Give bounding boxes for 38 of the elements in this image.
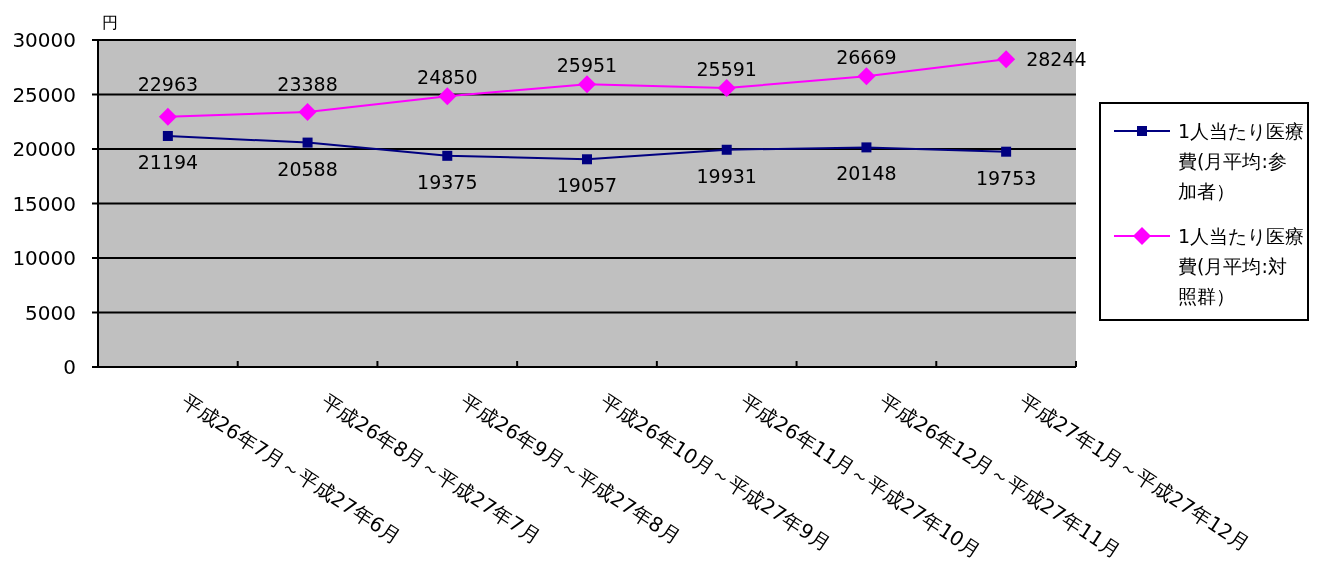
point (162, 130, 173, 141)
data-label: 23388 (277, 72, 338, 95)
data-label: 21194 (137, 150, 199, 173)
data-label: 19375 (417, 170, 478, 193)
y-tick-label: 20000 (12, 137, 76, 161)
point (582, 154, 592, 165)
point (158, 107, 177, 126)
data-label: 19931 (696, 164, 757, 187)
y-tick-label: 10000 (12, 246, 76, 270)
y-tick-label: 15000 (12, 191, 76, 216)
point (298, 103, 317, 122)
point (438, 87, 457, 106)
data-label: 20148 (836, 162, 897, 185)
legend-label: 1人当たり医療費(月平均:対照群） (1178, 224, 1305, 307)
point (861, 142, 872, 153)
point (442, 150, 453, 161)
data-label: 26669 (836, 46, 897, 69)
y-tick-label: 30000 (12, 28, 76, 52)
point (302, 137, 313, 148)
data-label: 24850 (417, 66, 478, 89)
legend-label: 1人当たり医療費(月平均:参加者） (1178, 119, 1305, 202)
data-label: 20588 (277, 157, 338, 180)
y-tick-label: 5000 (25, 300, 76, 325)
data-label: 22963 (137, 72, 199, 95)
point (857, 67, 876, 86)
y-axis-title: 円 (102, 13, 118, 32)
data-label: 25591 (696, 58, 757, 81)
point (721, 144, 732, 155)
data-label: 19057 (556, 174, 618, 197)
data-label: 25951 (556, 54, 618, 77)
data-label: 19753 (975, 166, 1037, 189)
point (997, 50, 1016, 69)
y-tick-label: 25000 (12, 82, 76, 107)
data-label: 28244 (1026, 48, 1087, 71)
point (578, 75, 596, 94)
point (1001, 146, 1012, 157)
point (717, 79, 736, 98)
y-tick-label: 0 (63, 355, 76, 379)
